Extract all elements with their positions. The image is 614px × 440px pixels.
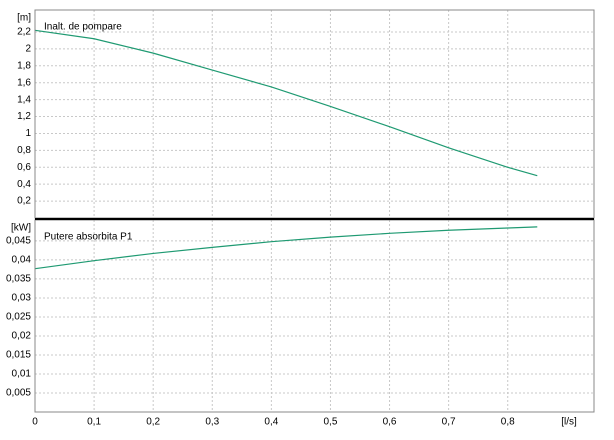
x-tick-label: 0,2 bbox=[146, 417, 160, 428]
y-tick-label: 1,2 bbox=[17, 111, 31, 122]
data-line bbox=[34, 226, 538, 270]
y-unit-label: [kW] bbox=[11, 223, 31, 234]
y-tick-label: 1,8 bbox=[17, 60, 31, 71]
y-tick-label: 0,4 bbox=[17, 179, 31, 190]
y-tick-label: 0,025 bbox=[6, 312, 31, 323]
y-tick-label: 0,015 bbox=[6, 350, 31, 361]
y-tick-label: 0,8 bbox=[17, 145, 31, 156]
y-tick-label: 1,6 bbox=[17, 77, 31, 88]
x-tick-label: 0,7 bbox=[442, 417, 456, 428]
y-tick-label: 0,6 bbox=[17, 162, 31, 173]
y-tick-label: 0,01 bbox=[12, 369, 32, 380]
y-tick-label: 1,4 bbox=[17, 94, 31, 105]
x-tick-label: 0,4 bbox=[264, 417, 278, 428]
y-tick-label: 1 bbox=[25, 128, 31, 139]
y-tick-label: 0,035 bbox=[6, 274, 31, 285]
y-tick-label: 2 bbox=[25, 44, 31, 55]
x-tick-label: 0,1 bbox=[87, 417, 101, 428]
panel-title: Inalt. de pompare bbox=[44, 22, 122, 33]
y-tick-label: 0,03 bbox=[12, 293, 32, 304]
panel-title: Putere absorbita P1 bbox=[44, 232, 133, 243]
x-tick-label: 0,8 bbox=[501, 417, 515, 428]
x-tick-label: 0,6 bbox=[383, 417, 397, 428]
y-unit-label: [m] bbox=[17, 13, 31, 24]
x-unit-label: [l/s] bbox=[561, 417, 577, 428]
x-tick-label: 0 bbox=[32, 417, 38, 428]
y-tick-label: 0,02 bbox=[12, 331, 32, 342]
data-line bbox=[34, 29, 538, 177]
x-tick-label: 0,5 bbox=[324, 417, 338, 428]
y-tick-label: 2,2 bbox=[17, 27, 31, 38]
y-tick-label: 0,045 bbox=[6, 236, 31, 247]
y-tick-label: 0,005 bbox=[6, 388, 31, 399]
y-tick-label: 0,2 bbox=[17, 196, 31, 207]
y-tick-label: 0,04 bbox=[12, 255, 32, 266]
x-tick-label: 0,3 bbox=[205, 417, 219, 428]
